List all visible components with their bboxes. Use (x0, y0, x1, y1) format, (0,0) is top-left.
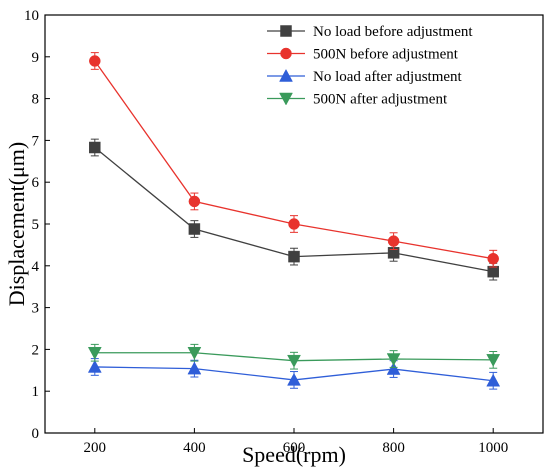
data-point (89, 141, 101, 154)
legend-entry: 500N before adjustment (267, 47, 459, 63)
y-tick-label: 8 (32, 92, 40, 108)
data-point (287, 372, 301, 386)
legend-marker (279, 68, 293, 82)
y-tick-label: 10 (24, 8, 39, 24)
data-point (288, 218, 300, 230)
y-tick-label: 7 (32, 133, 40, 149)
y-tick-label: 1 (32, 384, 40, 400)
legend-label: No load after adjustment (313, 69, 463, 85)
legend-entry: No load before adjustment (267, 24, 473, 40)
x-tick-label: 200 (84, 440, 107, 456)
data-point (188, 195, 201, 208)
series-2 (89, 52, 499, 268)
x-axis-title: Speed(rpm) (242, 442, 346, 467)
y-tick-label: 0 (32, 426, 40, 442)
series-1 (89, 138, 499, 281)
legend: No load before adjustment 500N before adj… (267, 24, 473, 108)
data-point (87, 346, 102, 360)
x-tick-label: 800 (382, 440, 405, 456)
data-point (386, 362, 401, 375)
data-point (486, 373, 501, 387)
y-tick-label: 4 (32, 259, 40, 275)
data-point (487, 252, 499, 265)
y-tick-label: 2 (32, 342, 40, 358)
legend-label: 500N before adjustment (313, 47, 459, 63)
y-tick-label: 9 (32, 50, 40, 66)
legend-marker (280, 47, 292, 60)
series-3 (87, 358, 501, 390)
legend-label: No load before adjustment (313, 24, 473, 40)
y-tick-label: 3 (32, 301, 40, 317)
data-point (287, 354, 301, 368)
data-point (387, 235, 400, 247)
data-point (187, 361, 202, 375)
data-point (188, 223, 201, 235)
x-tick-label: 1000 (478, 440, 508, 456)
data-point (486, 354, 501, 367)
data-point (89, 55, 101, 67)
data-point (288, 250, 300, 263)
x-tick-label: 400 (183, 440, 206, 456)
legend-entry: No load after adjustment (267, 68, 463, 85)
axes: 0 1 2 3 4 5 6 7 8 9 10 200 400 600 800 1000 (24, 8, 508, 456)
series-4 (87, 343, 501, 370)
data-point (386, 353, 401, 367)
series-group (87, 52, 501, 390)
y-tick-label: 6 (32, 175, 40, 191)
y-tick-label: 5 (32, 217, 40, 233)
legend-entry: 500N after adjustment (267, 92, 448, 108)
legend-marker (280, 25, 292, 37)
legend-marker (279, 92, 293, 106)
y-axis-title: Displacement(μm) (4, 142, 29, 307)
x-tick-label: 600 (283, 440, 306, 456)
data-point (487, 265, 499, 278)
data-point (87, 359, 102, 373)
data-point (187, 346, 202, 360)
legend-label: 500N after adjustment (313, 92, 448, 108)
